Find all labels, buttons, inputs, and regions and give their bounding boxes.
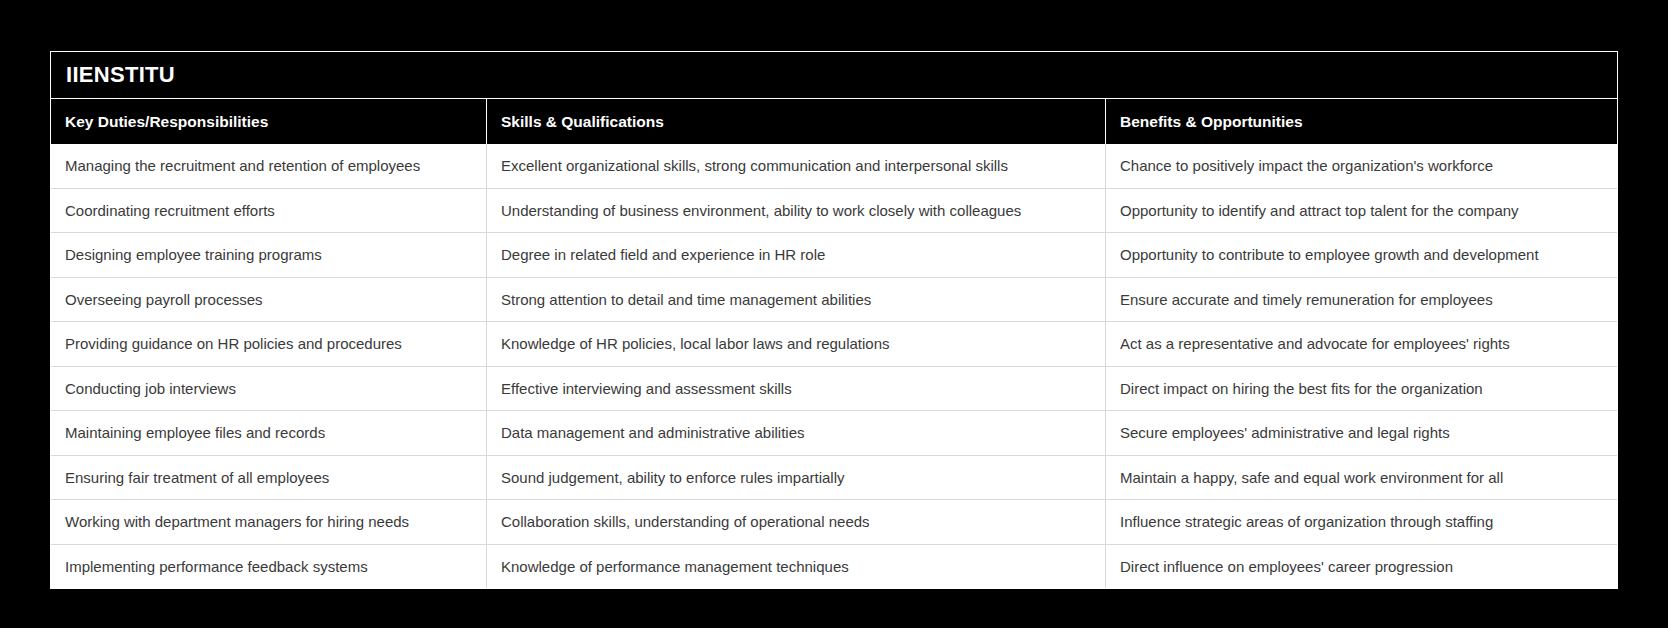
cell-skill: Sound judgement, ability to enforce rule… [487, 456, 1106, 500]
column-header-skills: Skills & Qualifications [487, 99, 1106, 144]
table-header-row: Key Duties/Responsibilities Skills & Qua… [51, 99, 1617, 144]
table-body: Managing the recruitment and retention o… [51, 144, 1617, 588]
table-row: Coordinating recruitment efforts Underst… [51, 189, 1617, 234]
cell-skill: Degree in related field and experience i… [487, 233, 1106, 277]
cell-skill: Effective interviewing and assessment sk… [487, 367, 1106, 411]
table-row: Overseeing payroll processes Strong atte… [51, 278, 1617, 323]
table-row: Designing employee training programs Deg… [51, 233, 1617, 278]
table-row: Providing guidance on HR policies and pr… [51, 322, 1617, 367]
cell-benefit: Direct impact on hiring the best fits fo… [1106, 367, 1619, 411]
cell-skill: Data management and administrative abili… [487, 411, 1106, 455]
table-row: Implementing performance feedback system… [51, 545, 1617, 589]
cell-duty: Maintaining employee files and records [51, 411, 487, 455]
column-header-benefits: Benefits & Opportunities [1106, 99, 1619, 144]
cell-duty: Providing guidance on HR policies and pr… [51, 322, 487, 366]
cell-benefit: Ensure accurate and timely remuneration … [1106, 278, 1619, 322]
table-row: Conducting job interviews Effective inte… [51, 367, 1617, 412]
cell-skill: Knowledge of performance management tech… [487, 545, 1106, 589]
cell-benefit: Act as a representative and advocate for… [1106, 322, 1619, 366]
cell-duty: Overseeing payroll processes [51, 278, 487, 322]
cell-duty: Coordinating recruitment efforts [51, 189, 487, 233]
cell-benefit: Opportunity to contribute to employee gr… [1106, 233, 1619, 277]
brand-title: IIENSTITU [66, 62, 175, 88]
hr-duties-table: IIENSTITU Key Duties/Responsibilities Sk… [50, 51, 1618, 589]
cell-duty: Ensuring fair treatment of all employees [51, 456, 487, 500]
cell-duty: Implementing performance feedback system… [51, 545, 487, 589]
cell-duty: Designing employee training programs [51, 233, 487, 277]
cell-skill: Collaboration skills, understanding of o… [487, 500, 1106, 544]
table-row: Working with department managers for hir… [51, 500, 1617, 545]
cell-benefit: Maintain a happy, safe and equal work en… [1106, 456, 1619, 500]
cell-benefit: Influence strategic areas of organizatio… [1106, 500, 1619, 544]
cell-duty: Conducting job interviews [51, 367, 487, 411]
cell-duty: Working with department managers for hir… [51, 500, 487, 544]
table-row: Maintaining employee files and records D… [51, 411, 1617, 456]
cell-benefit: Opportunity to identify and attract top … [1106, 189, 1619, 233]
cell-benefit: Chance to positively impact the organiza… [1106, 144, 1619, 188]
cell-benefit: Direct influence on employees' career pr… [1106, 545, 1619, 589]
cell-skill: Excellent organizational skills, strong … [487, 144, 1106, 188]
cell-skill: Knowledge of HR policies, local labor la… [487, 322, 1106, 366]
column-header-duties: Key Duties/Responsibilities [51, 99, 487, 144]
table-row: Managing the recruitment and retention o… [51, 144, 1617, 189]
brand-title-band: IIENSTITU [51, 52, 1617, 99]
cell-skill: Understanding of business environment, a… [487, 189, 1106, 233]
table-row: Ensuring fair treatment of all employees… [51, 456, 1617, 501]
cell-skill: Strong attention to detail and time mana… [487, 278, 1106, 322]
cell-duty: Managing the recruitment and retention o… [51, 144, 487, 188]
cell-benefit: Secure employees' administrative and leg… [1106, 411, 1619, 455]
